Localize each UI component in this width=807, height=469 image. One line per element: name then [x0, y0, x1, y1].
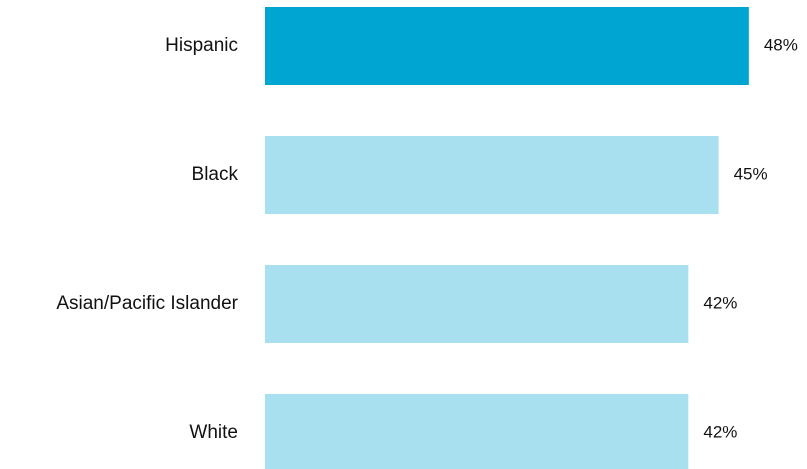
category-label: Hispanic [165, 35, 238, 56]
bar [265, 265, 689, 343]
value-label: 48% [764, 35, 798, 54]
bar [265, 7, 749, 85]
value-label: 42% [703, 293, 737, 312]
category-label: White [189, 422, 238, 443]
value-label: 42% [703, 422, 737, 441]
category-label: Black [192, 164, 239, 185]
category-label: Asian/Pacific Islander [56, 293, 238, 314]
bar [265, 136, 719, 214]
bar [265, 394, 689, 469]
value-label: 45% [734, 164, 768, 183]
